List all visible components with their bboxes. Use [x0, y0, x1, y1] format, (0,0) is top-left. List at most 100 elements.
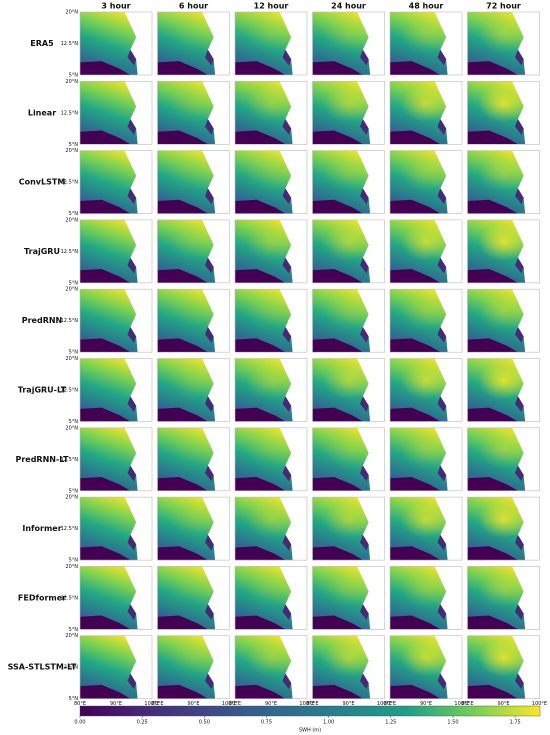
coast-low	[515, 327, 524, 343]
coast-low	[515, 604, 524, 620]
panel-frame	[79, 566, 153, 630]
high-wave-area	[245, 15, 297, 53]
map-panel	[312, 81, 385, 145]
high-wave-area	[478, 15, 529, 53]
lon-tick-label: 80°E	[151, 701, 163, 707]
panel-frame	[389, 288, 463, 353]
land-mask	[357, 219, 385, 283]
high-wave-area	[323, 500, 374, 539]
column-header: 72 hour	[486, 2, 521, 11]
lat-tick-label: 20°N	[65, 287, 78, 293]
high-wave-area	[478, 292, 529, 331]
panel-frame	[467, 150, 540, 214]
low-wave-area	[312, 476, 363, 491]
coast-low	[282, 49, 292, 66]
panel-frame	[157, 150, 230, 214]
high-wave-area	[478, 84, 529, 123]
land-mask	[202, 635, 230, 699]
low-wave-area	[467, 476, 518, 491]
panel-frame	[467, 11, 540, 76]
panel-frame	[157, 427, 230, 492]
column-header: 12 hour	[254, 2, 289, 11]
panel-frame	[157, 81, 230, 145]
coast-low	[437, 188, 447, 205]
high-wave-area	[400, 153, 452, 192]
land-mask	[279, 427, 307, 491]
coast-low	[360, 604, 369, 620]
panel-frame	[389, 496, 463, 561]
land-mask	[357, 289, 385, 353]
low-wave-area	[390, 615, 441, 630]
coast-low	[360, 534, 369, 551]
high-wave-area	[400, 361, 452, 400]
coast-low	[437, 49, 447, 66]
map-panel	[234, 427, 308, 492]
high-wave-area	[245, 569, 297, 608]
panel-frame	[234, 219, 308, 284]
panel-frame	[79, 81, 153, 145]
high-wave-area	[323, 223, 374, 261]
panel-frame	[389, 427, 463, 492]
land-mask	[434, 12, 462, 75]
high-wave-area	[245, 153, 297, 192]
panel-frame	[312, 150, 385, 214]
land-mask	[434, 81, 462, 145]
low-wave-area	[467, 546, 518, 561]
column-header: 24 hour	[331, 2, 366, 11]
low-wave-area	[467, 61, 518, 75]
land-mask	[279, 150, 307, 214]
coast-low	[205, 534, 214, 551]
lat-tick-label: 12.5°N	[61, 318, 79, 324]
lon-tick-label: 100°E	[222, 701, 237, 707]
coast-low	[360, 188, 369, 205]
map-panel	[467, 358, 540, 422]
low-wave-area	[390, 269, 441, 283]
map-panel	[389, 496, 463, 561]
lat-tick-label: 5°N	[69, 696, 79, 702]
map-panel	[79, 81, 153, 145]
map-panel	[157, 358, 230, 422]
map-panel	[79, 566, 153, 630]
coast-low	[360, 673, 369, 690]
lat-tick-label: 5°N	[69, 350, 79, 356]
land-mask	[202, 497, 230, 561]
panel-frame	[157, 566, 230, 630]
low-wave-area	[390, 546, 441, 561]
map-panel	[312, 566, 385, 630]
map-panel	[79, 150, 153, 214]
coast-low	[205, 604, 214, 620]
lat-tick-label: 12.5°N	[61, 665, 79, 671]
low-wave-area	[157, 199, 208, 214]
land-mask	[202, 81, 230, 145]
colorbar-tick-label: 1.50	[447, 720, 458, 726]
panel-frame	[234, 11, 308, 76]
low-wave-area	[312, 338, 363, 353]
high-wave-area	[168, 292, 219, 331]
land-mask	[202, 289, 230, 353]
land-mask	[124, 566, 152, 630]
panel-frame	[312, 288, 385, 353]
high-wave-area	[168, 500, 219, 539]
panel-frame	[234, 427, 308, 492]
map-panel	[79, 11, 153, 76]
panel-frame	[234, 496, 308, 561]
coast-low	[360, 257, 369, 274]
land-mask	[279, 635, 307, 699]
high-wave-area	[245, 292, 297, 331]
high-wave-area	[245, 430, 297, 469]
land-mask	[512, 289, 540, 353]
low-wave-area	[235, 199, 286, 214]
low-wave-area	[80, 684, 131, 699]
map-panel	[312, 11, 385, 76]
panel-frame	[467, 635, 540, 700]
map-panel	[389, 566, 463, 630]
land-mask	[202, 12, 230, 75]
coast-low	[205, 465, 214, 482]
coast-low	[282, 534, 292, 551]
map-panel	[157, 150, 230, 214]
colorbar-tick-label: 0.75	[261, 720, 272, 726]
high-wave-area	[323, 292, 374, 331]
low-wave-area	[157, 546, 208, 561]
high-wave-area	[168, 361, 219, 400]
